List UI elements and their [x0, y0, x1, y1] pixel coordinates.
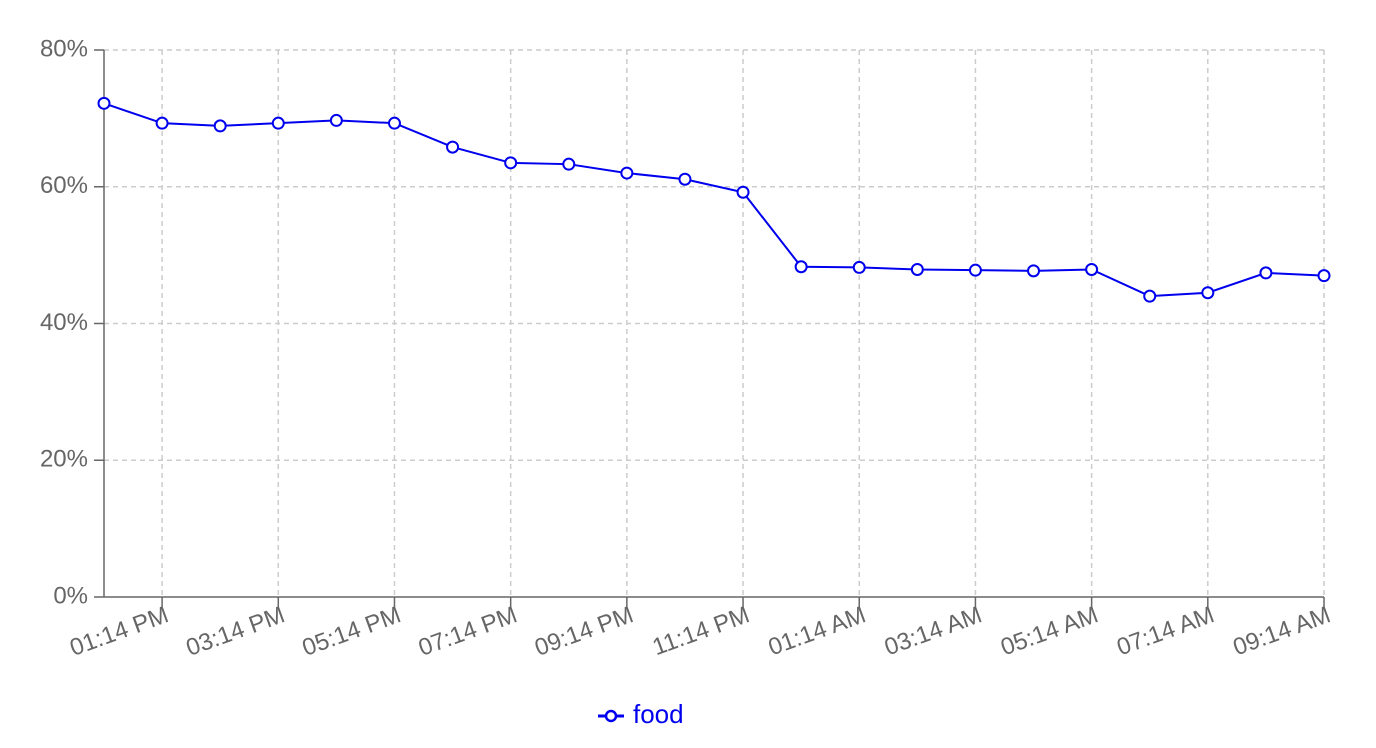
- x-tick-label: 01:14 PM: [66, 601, 172, 662]
- legend-label[interactable]: food: [633, 699, 684, 729]
- series-line-food: [103, 102, 1325, 298]
- data-point[interactable]: [968, 263, 982, 277]
- y-axis-ticks: 0% 20% 40% 60% 80%: [40, 35, 104, 609]
- data-point[interactable]: [387, 116, 401, 130]
- data-point[interactable]: [794, 260, 808, 274]
- data-point[interactable]: [1201, 286, 1215, 300]
- x-tick-label: 01:14 AM: [765, 601, 870, 661]
- legend[interactable]: food: [598, 699, 684, 729]
- x-tick-label: 05:14 AM: [997, 601, 1102, 661]
- data-point[interactable]: [1085, 262, 1099, 276]
- data-point[interactable]: [1259, 266, 1273, 280]
- data-point[interactable]: [155, 116, 169, 130]
- x-tick-label: 03:14 PM: [183, 601, 289, 662]
- x-tick-label: 03:14 AM: [881, 601, 986, 661]
- y-tick-label: 20%: [40, 446, 88, 473]
- data-point[interactable]: [910, 262, 924, 276]
- y-tick-label: 0%: [53, 582, 88, 609]
- x-tick-label: 09:14 PM: [531, 601, 637, 662]
- x-tick-label: 11:14 PM: [649, 601, 753, 661]
- data-point[interactable]: [504, 156, 518, 170]
- legend-marker-icon: [604, 709, 618, 723]
- y-tick-label: 40%: [40, 309, 88, 336]
- x-tick-label: 09:14 AM: [1230, 601, 1335, 661]
- y-tick-label: 80%: [40, 35, 88, 62]
- data-point[interactable]: [97, 96, 111, 110]
- x-axis-ticks: 01:14 PM 03:14 PM 05:14 PM 07:14 PM 09:14 PM…: [66, 597, 1334, 662]
- x-tick-label: 07:14 PM: [415, 601, 521, 662]
- data-point[interactable]: [1143, 289, 1157, 303]
- data-point[interactable]: [329, 113, 343, 127]
- x-tick-label: 05:14 PM: [299, 601, 405, 662]
- y-tick-label: 60%: [40, 172, 88, 199]
- data-point[interactable]: [271, 116, 285, 130]
- data-point[interactable]: [620, 166, 634, 180]
- data-point[interactable]: [678, 172, 692, 186]
- data-point[interactable]: [446, 140, 460, 154]
- data-point[interactable]: [1317, 269, 1331, 283]
- data-point[interactable]: [852, 260, 866, 274]
- series: [97, 96, 1331, 303]
- data-point[interactable]: [1027, 264, 1041, 278]
- data-point[interactable]: [562, 157, 576, 171]
- grid: [104, 49, 1325, 597]
- x-tick-label: 07:14 AM: [1113, 601, 1218, 661]
- data-point[interactable]: [736, 185, 750, 199]
- data-point[interactable]: [213, 119, 227, 133]
